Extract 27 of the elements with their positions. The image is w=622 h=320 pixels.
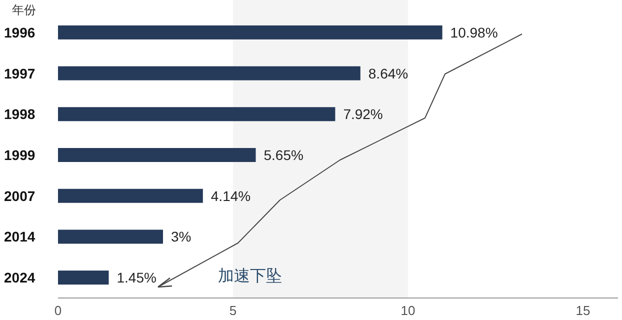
data-label: 5.65%: [264, 147, 304, 163]
bar: [58, 230, 163, 244]
y-tick-label: 1996: [4, 24, 36, 40]
y-tick-label: 1998: [4, 106, 36, 122]
x-tick-label: 5: [229, 303, 237, 318]
data-label: 3%: [171, 228, 192, 245]
y-tick-label: 1999: [4, 147, 36, 163]
y-tick-label: 2014: [4, 228, 36, 245]
bar: [58, 107, 336, 122]
bar: [58, 270, 109, 285]
bar: [58, 148, 256, 162]
data-label: 7.92%: [343, 106, 383, 122]
annotation: 加速下坠: [218, 267, 282, 285]
bar: [58, 66, 360, 80]
bar: [58, 25, 442, 40]
data-label: 4.14%: [210, 188, 251, 204]
x-tick-label: 10: [400, 303, 416, 318]
y-tick-label: 2024: [4, 270, 36, 286]
data-label: 1.45%: [116, 270, 156, 286]
y-tick-label: 1997: [4, 65, 36, 82]
bar: [58, 188, 203, 203]
x-tick-label: 15: [576, 303, 590, 318]
y-tick-label: 2007: [4, 188, 36, 204]
data-label: 8.64%: [368, 65, 408, 82]
y-axis-title: 年份: [12, 3, 36, 17]
x-tick-label: 0: [54, 303, 62, 318]
data-label: 10.98%: [450, 24, 498, 40]
